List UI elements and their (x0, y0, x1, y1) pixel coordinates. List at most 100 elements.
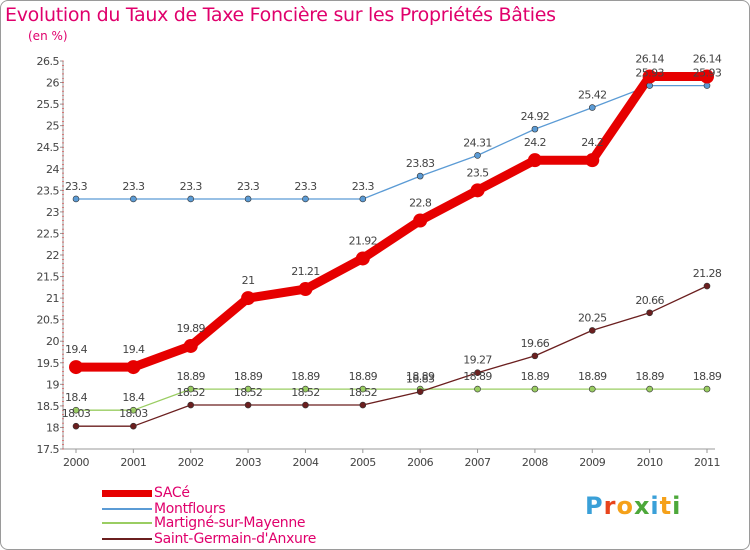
data-label-saint-germain: 18.83 (406, 373, 435, 386)
data-label-sace: 26.14 (635, 53, 664, 66)
point-sace (585, 153, 600, 168)
data-label-martigne: 18.4 (122, 391, 145, 404)
point-sace (126, 360, 141, 375)
data-label-montflours: 23.3 (65, 180, 88, 193)
logo-letter: P (585, 492, 604, 520)
point-saint-germain (244, 401, 252, 409)
point-montflours (72, 195, 80, 203)
point-martigne (531, 385, 539, 393)
y-tick-label: 25.5 (37, 98, 60, 111)
y-tick-label: 17.5 (37, 443, 60, 456)
y-tick-label: 23.5 (37, 184, 60, 197)
legend-label-saint-germain: Saint-Germain-d'Anxure (154, 531, 317, 547)
x-tick-label: 2004 (292, 456, 318, 469)
series-lines (71, 72, 712, 427)
point-sace (69, 360, 83, 375)
point-montflours (416, 172, 424, 180)
data-label-saint-germain: 21.28 (693, 267, 722, 280)
data-label-martigne: 18.89 (635, 370, 664, 383)
y-tick-label: 24.5 (37, 141, 60, 154)
logo-letter: o (616, 492, 634, 520)
data-label-martigne: 18.89 (176, 370, 205, 383)
point-saint-germain (359, 401, 367, 409)
series-line-saint-germain (75, 285, 708, 427)
data-label-montflours: 25.42 (578, 89, 607, 102)
point-saint-germain (130, 422, 137, 430)
x-tick-label: 2000 (63, 456, 89, 469)
point-montflours (244, 195, 252, 203)
point-saint-germain (588, 327, 596, 334)
data-label-sace: 19.4 (122, 343, 145, 356)
data-label-martigne: 18.4 (65, 391, 88, 404)
point-sace (183, 338, 198, 353)
x-tick-label: 2002 (178, 456, 204, 469)
legend-label-sace: SACé (154, 485, 190, 501)
data-label-martigne: 18.89 (693, 370, 722, 383)
data-label-sace: 22.8 (409, 197, 432, 210)
data-label-saint-germain: 18.03 (119, 407, 148, 420)
legend-item-sace: SACé (102, 485, 190, 501)
y-tick-label: 21 (46, 292, 59, 305)
point-sace (241, 291, 256, 306)
data-label-saint-germain: 18.52 (349, 386, 378, 399)
axes: 17.5 18 18.5 19 19.5 20 20.5 21 21.5 22 22.5 23 23.5… (37, 55, 721, 469)
legend-label-martigne: Martigné-sur-Mayenne (154, 515, 306, 531)
legend-swatch-saint-germain (102, 538, 152, 540)
point-sace (298, 282, 313, 297)
y-tick-label: 25 (46, 120, 59, 133)
x-tick-label: 2001 (120, 456, 146, 469)
legend-swatch-sace (102, 489, 152, 497)
logo-letter: x (633, 492, 651, 520)
logo-letter: t (659, 492, 673, 520)
data-label-saint-germain: 19.27 (463, 354, 492, 367)
data-label-saint-germain: 18.52 (176, 386, 205, 399)
chart-title: Evolution du Taux de Taxe Foncière sur l… (5, 4, 556, 26)
logo-letter: i (672, 492, 682, 520)
point-montflours (130, 195, 137, 203)
data-labels: 19.4 19.4 19.89 21 21.21 21.92 22.8 23.5 24.2 24.… (62, 53, 723, 421)
data-label-saint-germain: 19.66 (521, 337, 550, 350)
legend-swatch-martigne (102, 522, 152, 524)
data-label-martigne: 18.89 (463, 370, 492, 383)
point-martigne (588, 385, 596, 393)
x-tick-label: 2003 (235, 456, 261, 469)
point-montflours (588, 104, 596, 111)
y-tick-label: 19.5 (37, 357, 60, 370)
series-line-martigne (75, 388, 708, 411)
data-label-montflours: 23.83 (406, 157, 435, 170)
data-label-montflours: 25.93 (693, 67, 722, 80)
data-label-martigne: 18.89 (406, 370, 435, 383)
point-sace (413, 213, 428, 228)
data-label-saint-germain: 20.66 (635, 294, 664, 307)
data-label-montflours: 23.3 (180, 180, 203, 193)
data-label-saint-germain: 20.25 (578, 311, 607, 324)
data-label-saint-germain: 18.52 (234, 386, 263, 399)
legend-item-martigne: Martigné-sur-Mayenne (102, 515, 306, 531)
point-saint-germain (646, 309, 653, 317)
x-tick-label: 2011 (694, 456, 720, 469)
series-line-montflours (75, 84, 708, 200)
point-sace (470, 183, 485, 198)
y-tick-label: 24 (46, 163, 59, 176)
point-saint-germain (416, 388, 424, 395)
y-tick-label: 20.5 (37, 314, 60, 327)
point-martigne (72, 406, 80, 414)
point-martigne (359, 385, 367, 393)
data-label-sace: 24.2 (581, 136, 603, 149)
data-label-sace: 19.89 (176, 322, 205, 335)
y-tick-label: 18.5 (37, 400, 60, 413)
data-label-montflours: 24.92 (521, 110, 550, 123)
point-martigne (703, 385, 711, 393)
y-unit-label: (en %) (28, 29, 68, 43)
proxiti-logo: Proxiti (585, 492, 681, 520)
point-saint-germain (302, 401, 309, 409)
data-label-sace: 19.4 (65, 343, 88, 356)
legend-label-montflours: Montflours (154, 501, 226, 517)
data-label-martigne: 18.89 (291, 370, 320, 383)
point-martigne (302, 385, 309, 393)
point-martigne (474, 385, 481, 393)
point-sace (355, 251, 370, 266)
point-sace (700, 69, 714, 84)
y-tick-label: 26 (46, 77, 59, 90)
